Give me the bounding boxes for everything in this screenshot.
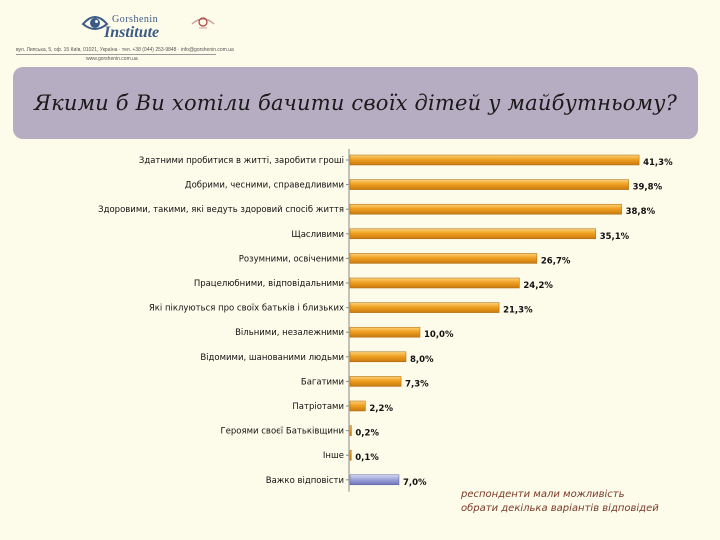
page-title: Якими б Ви хотіли бачити своїх дітей у м… [33, 91, 678, 115]
value-label: 7,0% [403, 478, 427, 488]
value-label: 39,8% [633, 183, 663, 193]
value-label: 38,8% [626, 207, 656, 217]
value-label: 8,0% [410, 355, 434, 365]
category-label: Героями своєї Батьківщини [221, 427, 345, 437]
category-label: Розумними, освіченими [239, 254, 344, 264]
category-label: Інше [323, 451, 344, 461]
category-label: Багатими [301, 377, 344, 387]
category-label: Щасливими [291, 230, 344, 240]
bar-chart: Здатними пробитися в житті, заробити гро… [98, 149, 673, 492]
bar [349, 449, 352, 461]
bar [349, 203, 622, 215]
value-label: 10,0% [424, 330, 454, 340]
category-label: Відомими, шанованими людьми [200, 353, 344, 363]
category-label: Працелюбними, відповідальними [194, 279, 344, 289]
value-label: 41,3% [643, 158, 673, 168]
address-line: вул. Липська, 5, оф. 15 Київ, 01021, Укр… [16, 47, 234, 53]
category-label: Вільними, незалежними [235, 328, 344, 338]
category-label: Добрими, чесними, справедливими [185, 181, 344, 191]
value-label: 21,3% [503, 306, 533, 316]
website-line: www.gorshenin.com.ua [86, 56, 138, 62]
category-label: Здоровими, такими, які ведуть здоровий с… [98, 205, 344, 215]
title-banner: Якими б Ви хотіли бачити своїх дітей у м… [13, 67, 698, 139]
seal-icon [191, 17, 215, 29]
bar [349, 228, 596, 240]
category-label: Здатними пробитися в житті, заробити гро… [139, 156, 344, 166]
value-label: 35,1% [600, 232, 630, 242]
bar [349, 302, 500, 313]
bar [349, 351, 407, 363]
logo-institute: Institute [104, 24, 160, 41]
value-label: 0,2% [355, 429, 379, 439]
category-label: Патріотами [292, 402, 344, 412]
bar [349, 179, 629, 190]
divider [16, 54, 216, 55]
header: Gorshenin Institute вул. Липська, 5, оф.… [0, 0, 720, 66]
bar [349, 253, 538, 264]
bar [349, 376, 402, 387]
bar [349, 400, 366, 412]
eye-logo-icon [81, 16, 109, 30]
footnote-line-1: респонденти мали можливість [461, 489, 625, 500]
footnote-line-2: обрати декілька варіантів відповідей [461, 503, 659, 514]
bar [349, 326, 421, 338]
category-label: Важко відповісти [266, 476, 344, 486]
bar [349, 425, 352, 436]
value-label: 0,1% [355, 453, 379, 463]
bar [349, 277, 520, 289]
bar [349, 154, 640, 166]
category-label: Які піклуються про своїх батьків і близь… [149, 304, 344, 314]
footnote: респонденти мали можливість обрати декіл… [461, 488, 711, 516]
value-label: 24,2% [523, 281, 553, 291]
logo-name: Gorshenin [112, 14, 159, 25]
bar [349, 474, 400, 486]
value-label: 26,7% [541, 256, 571, 266]
value-label: 2,2% [369, 404, 393, 414]
value-label: 7,3% [405, 379, 429, 389]
